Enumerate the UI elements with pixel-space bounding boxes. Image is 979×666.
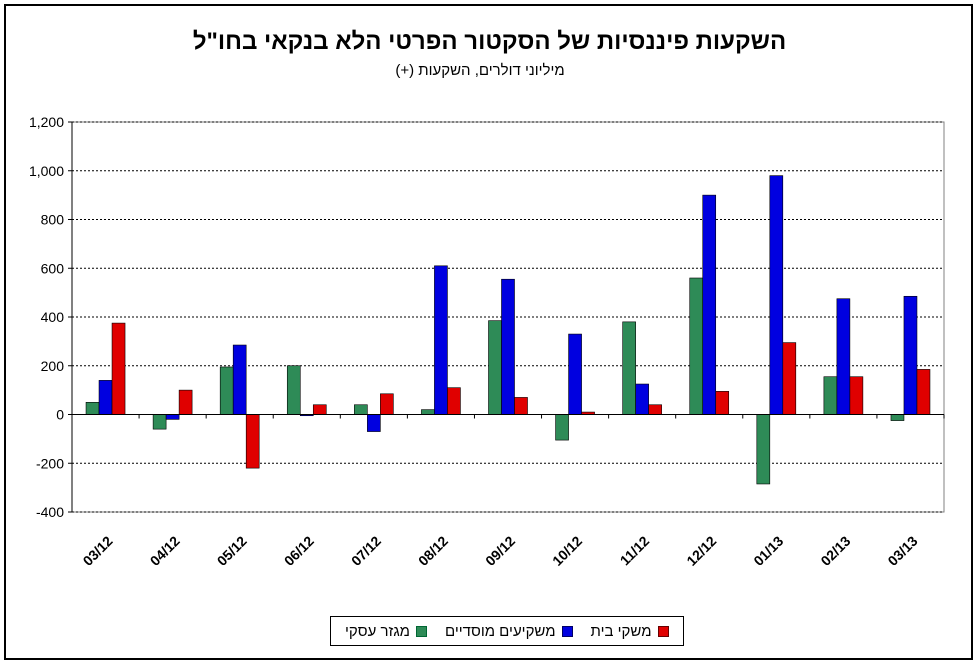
chart-title: השקעות פיננסיות של הסקטור הפרטי הלא בנקא… bbox=[192, 28, 787, 55]
x-tick-label: 03/13 bbox=[884, 533, 920, 569]
x-tick-label: 12/12 bbox=[683, 533, 719, 569]
bar bbox=[111, 322, 126, 415]
x-tick-label: 03/12 bbox=[80, 533, 116, 569]
bar bbox=[823, 376, 838, 415]
bar bbox=[152, 414, 167, 430]
bar bbox=[488, 320, 502, 415]
bar bbox=[836, 298, 851, 415]
legend-swatch-households bbox=[657, 625, 669, 637]
legend-swatch-business bbox=[416, 625, 427, 637]
bar bbox=[756, 414, 771, 485]
bar bbox=[648, 404, 662, 415]
x-tick-label: 01/13 bbox=[750, 533, 786, 569]
y-tick-label: 400 bbox=[41, 309, 65, 325]
x-tick-label: 10/12 bbox=[549, 533, 585, 569]
x-tick-label: 02/13 bbox=[817, 533, 853, 569]
y-tick-label: 1,200 bbox=[29, 114, 64, 130]
x-tick-label: 11/12 bbox=[617, 533, 653, 569]
y-tick-label: 1,000 bbox=[29, 163, 64, 179]
bars bbox=[85, 175, 931, 485]
bar bbox=[85, 402, 100, 415]
x-tick-label: 09/12 bbox=[482, 533, 518, 569]
y-tick-label: 200 bbox=[41, 358, 65, 374]
x-tick-label: 05/12 bbox=[214, 533, 250, 569]
bar bbox=[689, 277, 704, 415]
bar bbox=[286, 365, 301, 415]
y-tick-label: 0 bbox=[56, 407, 64, 423]
bar bbox=[232, 344, 247, 415]
bar bbox=[916, 369, 931, 415]
bar bbox=[312, 404, 327, 415]
axes bbox=[68, 121, 945, 513]
legend-item-institutional: משקיעים מוסדיים bbox=[445, 623, 573, 640]
x-tick-label: 06/12 bbox=[281, 533, 317, 569]
x-tick-label: 04/12 bbox=[147, 533, 183, 569]
legend-label-households: משקי בית bbox=[590, 622, 652, 640]
bar bbox=[380, 393, 394, 415]
y-tick-label: 600 bbox=[41, 260, 65, 276]
y-tick-label: -200 bbox=[36, 455, 64, 471]
legend-label-business: מגזר עסקי bbox=[345, 622, 410, 640]
bar bbox=[849, 376, 864, 415]
y-tick-label: -400 bbox=[36, 504, 64, 520]
bar bbox=[165, 414, 180, 420]
bar bbox=[715, 391, 730, 415]
bar bbox=[367, 414, 381, 432]
bar bbox=[702, 194, 717, 415]
legend: משקי בית משקיעים מוסדיים מגזר עסקי bbox=[330, 616, 684, 646]
bar bbox=[903, 295, 918, 415]
legend-item-business: מגזר עסקי bbox=[345, 623, 427, 640]
bar bbox=[501, 278, 515, 415]
bar bbox=[447, 387, 461, 415]
y-tick-label: 800 bbox=[41, 212, 65, 228]
bar bbox=[622, 321, 636, 415]
bar bbox=[245, 414, 260, 469]
bar bbox=[514, 397, 528, 415]
bar bbox=[354, 404, 368, 415]
legend-item-households: משקי בית bbox=[591, 623, 669, 640]
x-tick-label: 08/12 bbox=[415, 533, 451, 569]
bar bbox=[98, 380, 113, 415]
legend-swatch-institutional bbox=[561, 625, 573, 637]
x-tick-label: 07/12 bbox=[348, 533, 384, 569]
bar bbox=[568, 333, 582, 415]
bar bbox=[635, 383, 649, 415]
chart-subtitle: מיליוני דולרים, השקעות (+) bbox=[395, 62, 565, 79]
bar bbox=[782, 342, 797, 415]
grid-lines bbox=[71, 121, 945, 513]
bar bbox=[769, 175, 784, 415]
bar bbox=[890, 414, 905, 421]
bar bbox=[421, 409, 435, 415]
legend-label-institutional: משקיעים מוסדיים bbox=[445, 622, 556, 640]
bar bbox=[178, 389, 193, 415]
bar bbox=[555, 414, 569, 441]
bar bbox=[219, 366, 234, 415]
bar bbox=[434, 265, 448, 415]
